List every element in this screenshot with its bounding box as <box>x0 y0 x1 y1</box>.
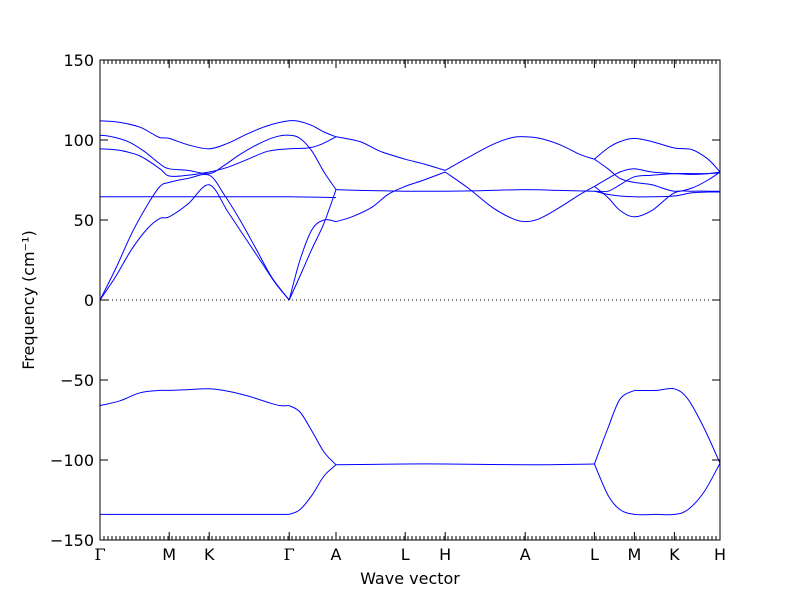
kpoint-label: Γ <box>94 545 105 564</box>
kpoint-label: M <box>162 545 176 564</box>
band-line-3 <box>288 464 337 515</box>
kpoint-label: H <box>714 545 726 564</box>
x-axis-label: Wave vector <box>360 569 460 588</box>
y-tick-labels: −150 −100 −50 0 50 100 150 <box>50 51 94 550</box>
band-line-8 <box>593 462 721 516</box>
band-line-6 <box>593 389 635 465</box>
band-line-21 <box>444 171 595 223</box>
band-line-26 <box>594 158 721 192</box>
kpoint-label: K <box>204 545 215 564</box>
band-line-12 <box>99 196 337 199</box>
y-tick-label: −100 <box>50 451 94 470</box>
y-tick-label: −150 <box>50 531 94 550</box>
band-line-17 <box>335 189 446 192</box>
kpoint-label: L <box>590 545 599 564</box>
band-line-18 <box>335 171 446 223</box>
band-line-27 <box>594 190 721 198</box>
band-line-10 <box>99 134 337 190</box>
band-line-14 <box>99 184 290 301</box>
y-tick-label: 50 <box>74 211 94 230</box>
y-tick-label: 100 <box>63 131 94 150</box>
kpoint-label: M <box>627 545 641 564</box>
y-tick-label: −50 <box>60 371 94 390</box>
band-line-13 <box>99 173 290 301</box>
band-line-11 <box>99 136 337 177</box>
band-line-7 <box>634 387 721 464</box>
kpoint-label: L <box>401 545 410 564</box>
plot-frame <box>99 59 721 541</box>
y-tick-label: 0 <box>84 291 94 310</box>
kpoint-label: A <box>520 545 531 564</box>
band-line-19 <box>335 136 446 171</box>
bands-group <box>99 120 721 516</box>
band-line-1 <box>99 388 290 407</box>
band-line-16 <box>288 189 337 301</box>
band-line-20 <box>444 136 595 171</box>
ticks-group <box>99 59 721 541</box>
band-line-5 <box>335 463 595 466</box>
kpoint-label: Γ <box>284 545 295 564</box>
band-line-25 <box>594 172 721 193</box>
band-line-2 <box>288 405 337 466</box>
kpoint-label: H <box>439 545 451 564</box>
band-line-28 <box>594 186 720 218</box>
y-axis-label: Frequency (cm⁻¹) <box>19 230 38 369</box>
band-line-23 <box>594 137 721 173</box>
kpoint-label: A <box>331 545 342 564</box>
kpoint-label: K <box>669 545 680 564</box>
y-tick-label: 150 <box>63 51 94 70</box>
band-line-15 <box>288 219 337 301</box>
band-line-22 <box>445 189 595 192</box>
band-line-9 <box>99 120 337 150</box>
